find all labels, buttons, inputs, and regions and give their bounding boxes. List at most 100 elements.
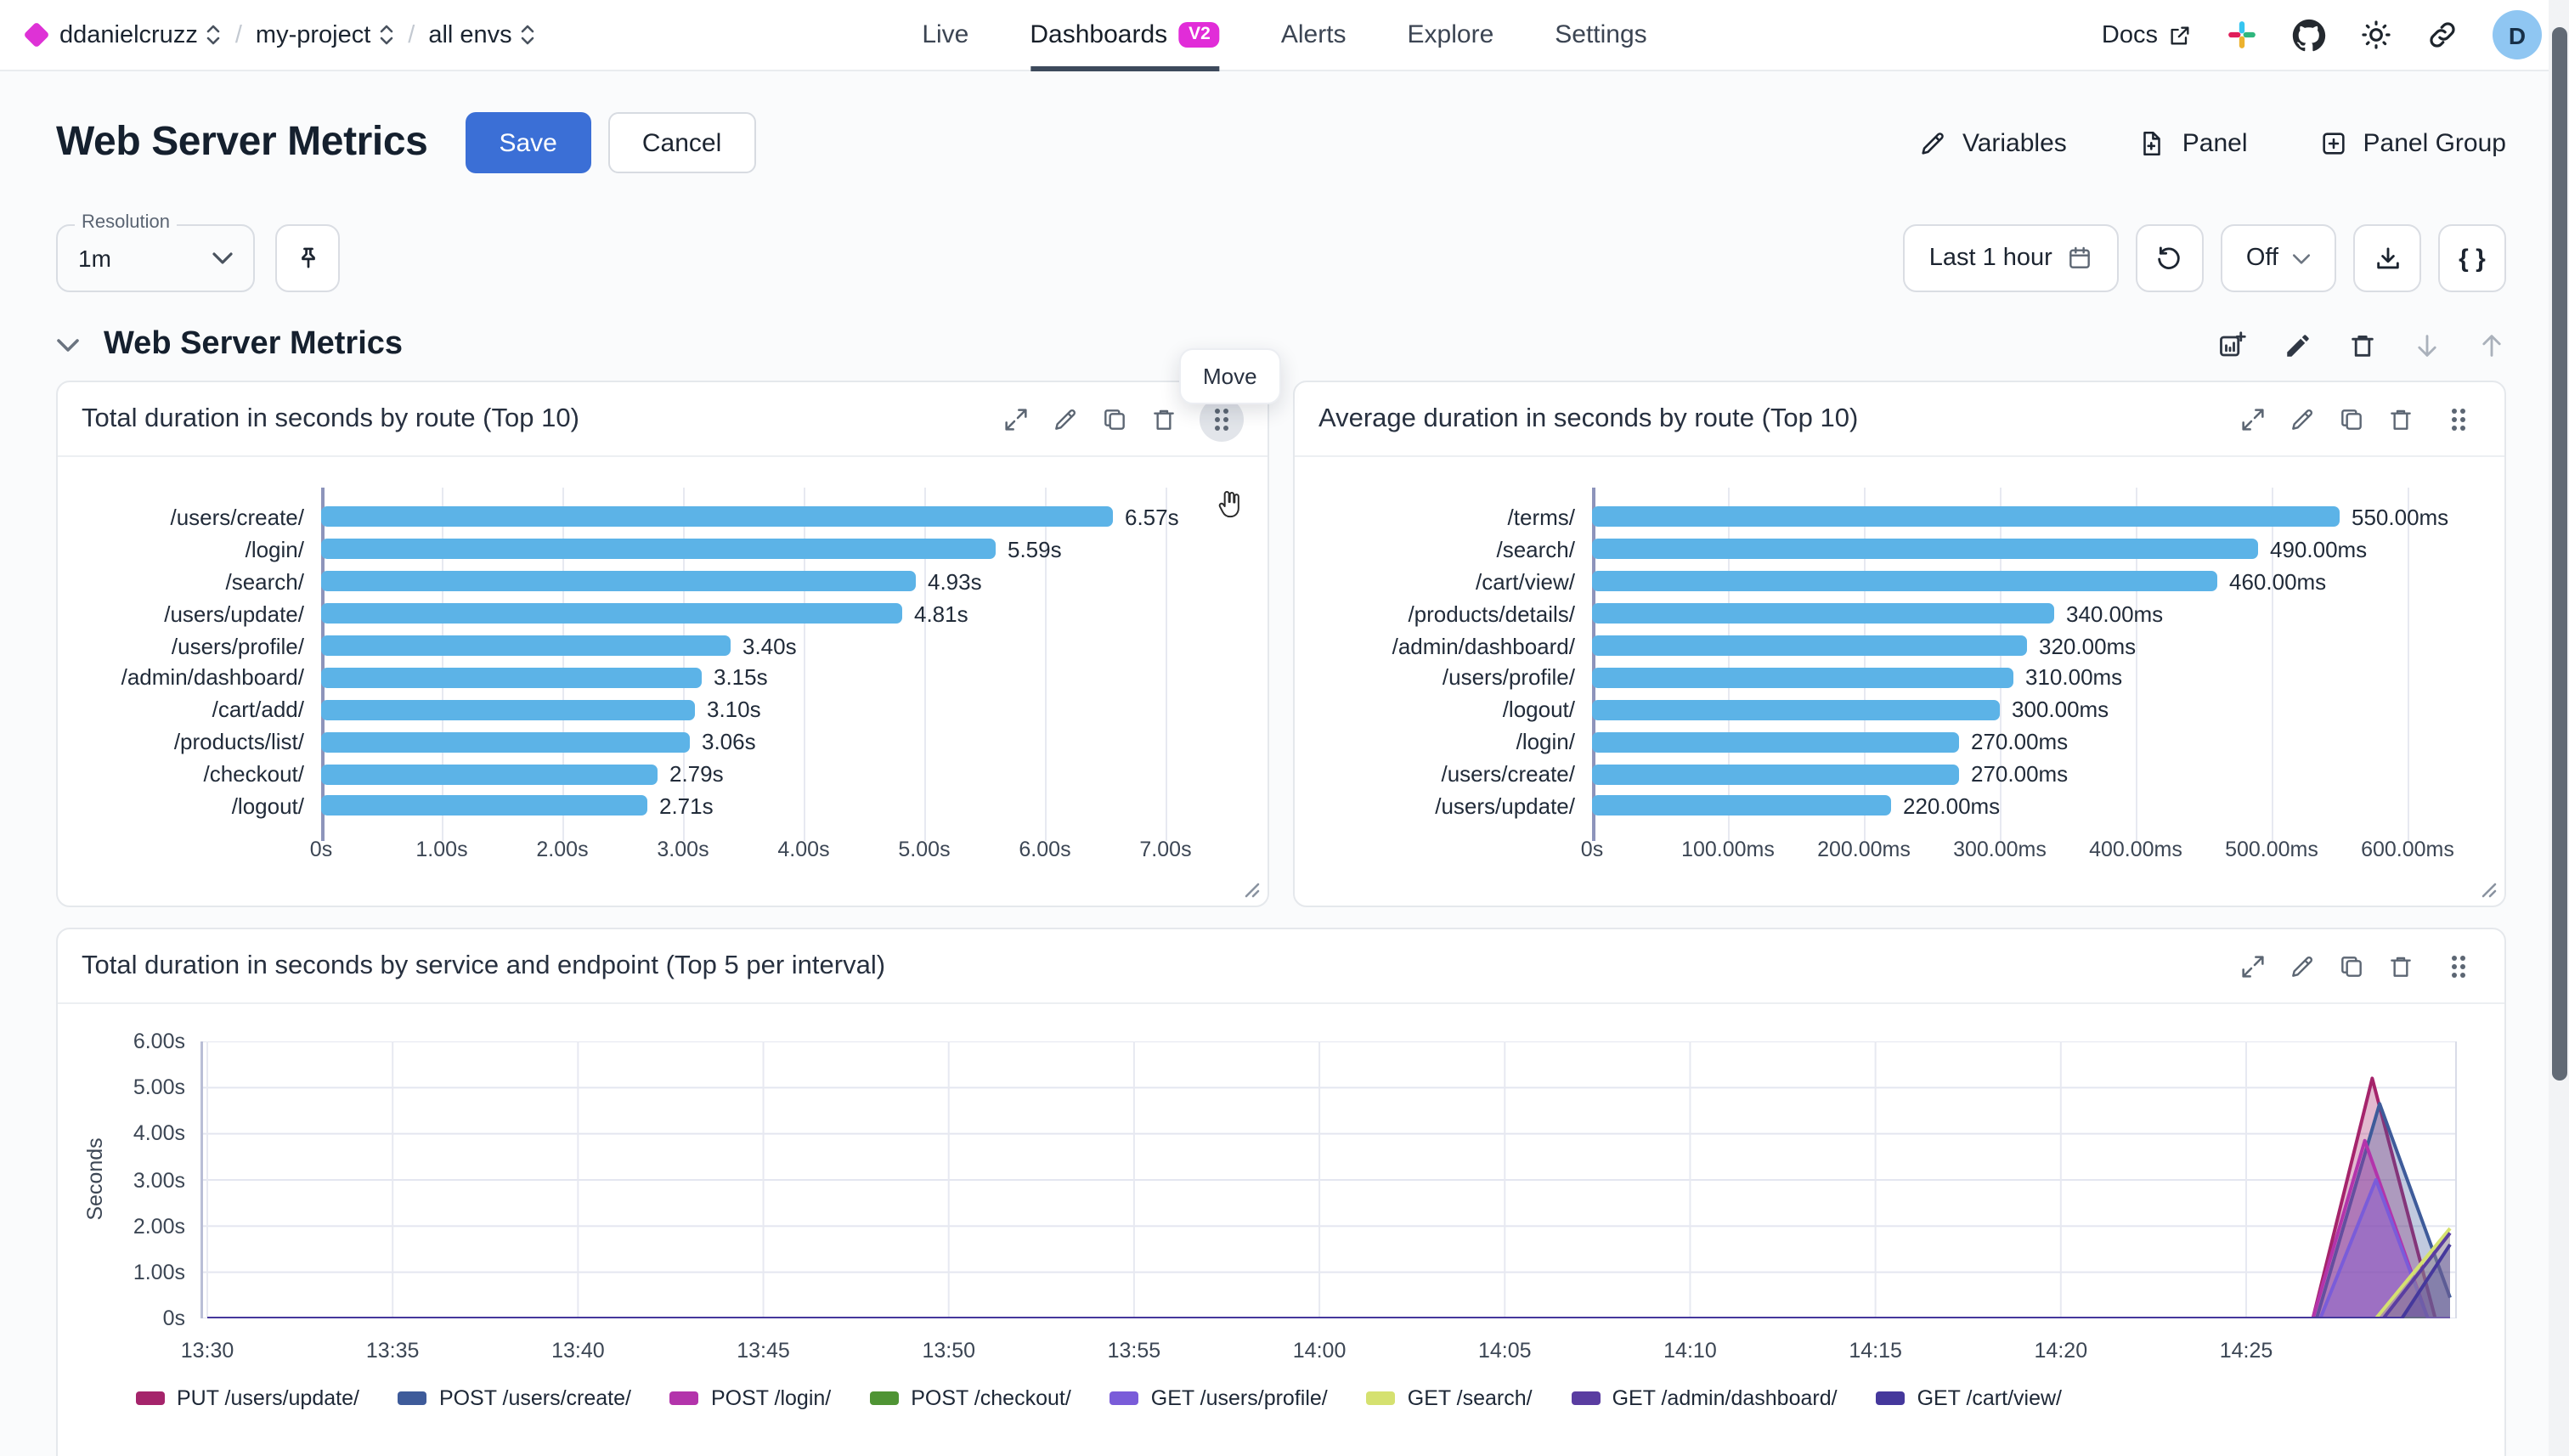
bar[interactable] <box>321 603 902 624</box>
legend-item[interactable]: POST /login/ <box>670 1386 831 1410</box>
bar[interactable] <box>1592 571 2217 591</box>
avatar[interactable]: D <box>2493 10 2542 59</box>
bar[interactable] <box>1592 635 2027 656</box>
tab-live[interactable]: Live <box>922 0 968 71</box>
collapse-chevron-icon[interactable] <box>56 337 80 353</box>
delete-group-icon[interactable] <box>2348 330 2377 359</box>
edit-panel-icon[interactable] <box>2289 952 2316 979</box>
edit-panel-icon[interactable] <box>2289 405 2316 432</box>
variables-button[interactable]: Variables <box>1918 128 2067 157</box>
cancel-button[interactable]: Cancel <box>608 112 755 173</box>
bar-category-label: /login/ <box>1295 729 1575 754</box>
tab-alerts[interactable]: Alerts <box>1281 0 1347 71</box>
expand-panel-icon[interactable] <box>1002 405 1030 432</box>
resize-handle-icon[interactable] <box>1244 882 1261 899</box>
tab-explore[interactable]: Explore <box>1408 0 1494 71</box>
pin-button[interactable] <box>275 224 340 292</box>
auto-refresh-select[interactable]: Off <box>2221 224 2336 292</box>
breadcrumb-org[interactable]: ddanielcruzz <box>59 21 222 48</box>
duplicate-panel-icon[interactable] <box>2338 405 2365 432</box>
bar-value-label: 3.10s <box>707 697 761 723</box>
time-series-plot[interactable] <box>200 1041 2457 1318</box>
expand-panel-icon[interactable] <box>2239 405 2267 432</box>
drag-panel-handle-icon[interactable] <box>2447 952 2470 979</box>
legend-item[interactable]: GET /search/ <box>1367 1386 1533 1410</box>
refresh-button[interactable] <box>2136 224 2204 292</box>
panel-group-title: Web Server Metrics <box>104 326 403 364</box>
delete-panel-icon[interactable] <box>2387 952 2414 979</box>
bar[interactable] <box>321 539 996 560</box>
time-range-button[interactable]: Last 1 hour <box>1904 224 2119 292</box>
bar[interactable] <box>1592 764 1959 784</box>
delete-panel-icon[interactable] <box>1150 405 1177 432</box>
move-group-down-icon[interactable] <box>2413 330 2442 359</box>
bar[interactable] <box>321 571 916 591</box>
resize-handle-icon[interactable] <box>2481 882 2498 899</box>
bar-row: /login/270.00ms <box>1295 725 2504 758</box>
save-button[interactable]: Save <box>465 112 590 173</box>
move-group-up-icon[interactable] <box>2477 330 2506 359</box>
resolution-label: Resolution <box>75 212 177 233</box>
panel-duration-by-service-endpoint: Total duration in seconds by service and… <box>56 928 2506 1456</box>
download-button[interactable] <box>2353 224 2421 292</box>
duplicate-panel-icon[interactable] <box>1101 405 1128 432</box>
bar[interactable] <box>1592 603 2054 624</box>
bar[interactable] <box>321 507 1113 528</box>
add-chart-icon[interactable] <box>2217 330 2248 360</box>
bar[interactable] <box>1592 700 2000 720</box>
legend-item[interactable]: GET /cart/view/ <box>1877 1386 2062 1410</box>
bar-value-label: 460.00ms <box>2229 568 2326 594</box>
delete-panel-icon[interactable] <box>2387 405 2414 432</box>
bar[interactable] <box>321 731 690 752</box>
edit-group-icon[interactable] <box>2284 330 2312 359</box>
breadcrumb: ddanielcruzz / my-project / all envs <box>27 21 536 48</box>
breadcrumb-env[interactable]: all envs <box>428 21 535 48</box>
drag-panel-handle-icon[interactable] <box>2447 405 2470 432</box>
x-tick-label: 0s <box>1581 838 1603 861</box>
top-bar: ddanielcruzz / my-project / all envs Liv… <box>0 0 2569 71</box>
selector-chevrons-icon <box>521 24 536 46</box>
bar[interactable] <box>321 796 647 816</box>
expand-panel-icon[interactable] <box>2239 952 2267 979</box>
legend-item[interactable]: POST /users/create/ <box>398 1386 631 1410</box>
drag-panel-handle-icon[interactable] <box>1210 405 1234 432</box>
edit-panel-icon[interactable] <box>1052 405 1079 432</box>
json-view-button[interactable]: { } <box>2438 224 2506 292</box>
tab-settings[interactable]: Settings <box>1555 0 1646 71</box>
selector-chevrons-icon <box>206 24 222 46</box>
bar[interactable] <box>1592 507 2340 528</box>
scrollbar-thumb[interactable] <box>2552 27 2567 1081</box>
scrollbar-track[interactable] <box>2549 0 2569 1456</box>
bar[interactable] <box>321 635 731 656</box>
legend-item[interactable]: PUT /users/update/ <box>136 1386 359 1410</box>
github-icon[interactable] <box>2292 18 2326 52</box>
bar[interactable] <box>1592 668 2013 688</box>
theme-toggle-icon[interactable] <box>2360 19 2392 51</box>
bar[interactable] <box>321 764 658 784</box>
legend-item[interactable]: GET /users/profile/ <box>1110 1386 1328 1410</box>
legend-label: GET /search/ <box>1408 1386 1533 1410</box>
x-tick-label: 5.00s <box>898 838 950 861</box>
resolution-select[interactable]: Resolution 1m <box>56 224 255 292</box>
share-link-icon[interactable] <box>2426 19 2459 51</box>
file-plus-icon <box>2138 128 2167 157</box>
bar[interactable] <box>1592 539 2258 560</box>
square-plus-icon <box>2319 128 2348 157</box>
add-panel-group-button[interactable]: Panel Group <box>2319 128 2506 157</box>
bar[interactable] <box>321 668 702 688</box>
bar-category-label: /cart/add/ <box>58 697 304 723</box>
bar[interactable] <box>1592 731 1959 752</box>
bar-chart: /terms/550.00ms/search/490.00ms/cart/vie… <box>1295 457 2504 873</box>
legend-item[interactable]: POST /checkout/ <box>870 1386 1071 1410</box>
duplicate-panel-icon[interactable] <box>2338 952 2365 979</box>
bar[interactable] <box>321 700 695 720</box>
y-tick-label: 3.00s <box>58 1168 185 1192</box>
panel-actions <box>2239 397 2481 441</box>
legend-item[interactable]: GET /admin/dashboard/ <box>1572 1386 1838 1410</box>
add-panel-button[interactable]: Panel <box>2138 128 2248 157</box>
slack-icon[interactable] <box>2226 19 2258 51</box>
bar[interactable] <box>1592 796 1891 816</box>
docs-link[interactable]: Docs <box>2102 21 2192 48</box>
breadcrumb-project[interactable]: my-project <box>256 21 394 48</box>
tab-dashboards[interactable]: Dashboards V2 <box>1030 0 1219 71</box>
